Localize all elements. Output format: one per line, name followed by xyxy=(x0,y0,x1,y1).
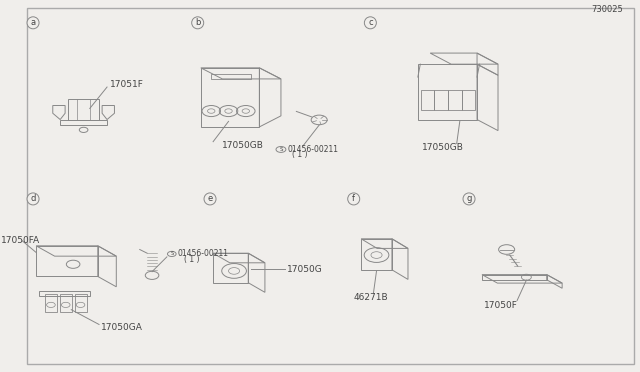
Text: e: e xyxy=(207,195,212,203)
Text: 17051F: 17051F xyxy=(109,80,143,89)
Text: S: S xyxy=(279,147,283,152)
Text: 17050GA: 17050GA xyxy=(101,323,143,331)
Text: 17050FA: 17050FA xyxy=(1,236,40,245)
Text: 46271B: 46271B xyxy=(354,294,388,302)
Text: 17050F: 17050F xyxy=(484,301,518,310)
Text: 01456-00211: 01456-00211 xyxy=(178,250,229,259)
Text: S: S xyxy=(170,251,173,256)
Text: ( 1 ): ( 1 ) xyxy=(184,254,200,264)
Text: d: d xyxy=(30,195,36,203)
Text: b: b xyxy=(195,18,200,27)
Text: 17050G: 17050G xyxy=(287,264,323,273)
Text: a: a xyxy=(31,18,36,27)
Text: f: f xyxy=(352,195,355,203)
Text: c: c xyxy=(368,18,372,27)
Text: 730025: 730025 xyxy=(591,5,623,14)
Text: 01456-00211: 01456-00211 xyxy=(287,145,338,154)
Text: g: g xyxy=(467,195,472,203)
Text: 17050GB: 17050GB xyxy=(422,144,463,153)
Text: ( 1 ): ( 1 ) xyxy=(292,150,308,159)
Text: 17050GB: 17050GB xyxy=(222,141,264,150)
